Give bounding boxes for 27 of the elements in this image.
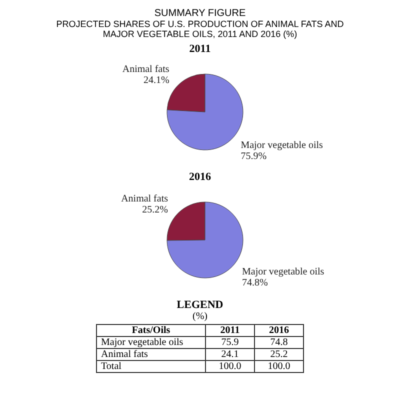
chart-title: 2016 <box>188 171 212 183</box>
text: Fats/Oils <box>96 324 206 336</box>
data-label: 75.9 <box>206 336 254 348</box>
legend-label: 2016 <box>254 324 304 336</box>
slice-label: Major vegetable oils <box>240 140 324 151</box>
category-label: Total <box>96 360 206 372</box>
data-label: 74.8% <box>242 278 268 289</box>
data-label: 25.2 <box>254 348 304 360</box>
data-label: 75.9% <box>240 150 267 162</box>
category-label: Animal fats <box>96 348 206 360</box>
text: 2011 <box>206 324 254 336</box>
text: 2011 <box>188 43 212 55</box>
slice-label: Major vegetable oils <box>242 266 324 278</box>
data-label: 24.1% <box>143 75 170 86</box>
data-label: 100.0 <box>206 360 254 372</box>
category-label: Major vegetable oils <box>96 336 206 348</box>
data-label: 100.0 <box>254 360 304 372</box>
text: LEGEND <box>176 299 224 311</box>
pie-slice <box>166 202 244 278</box>
chart-subtitle: PROJECTED SHARES OF U.S. PRODUCTION OF ANIMAL FATS AND MAJOR VEGETABLE OILS, 2011 AND 2016 (%) <box>55 19 345 39</box>
data-label: 25.2% <box>142 204 168 216</box>
slice-label: Animal fats <box>122 64 170 76</box>
chart-title: SUMMARY FIGURE <box>153 8 247 19</box>
slice-label: Animal fats <box>121 193 168 204</box>
text: (%) <box>192 311 208 322</box>
data-label: 74.8 <box>254 336 304 348</box>
data-label: 24.1 <box>206 348 254 360</box>
